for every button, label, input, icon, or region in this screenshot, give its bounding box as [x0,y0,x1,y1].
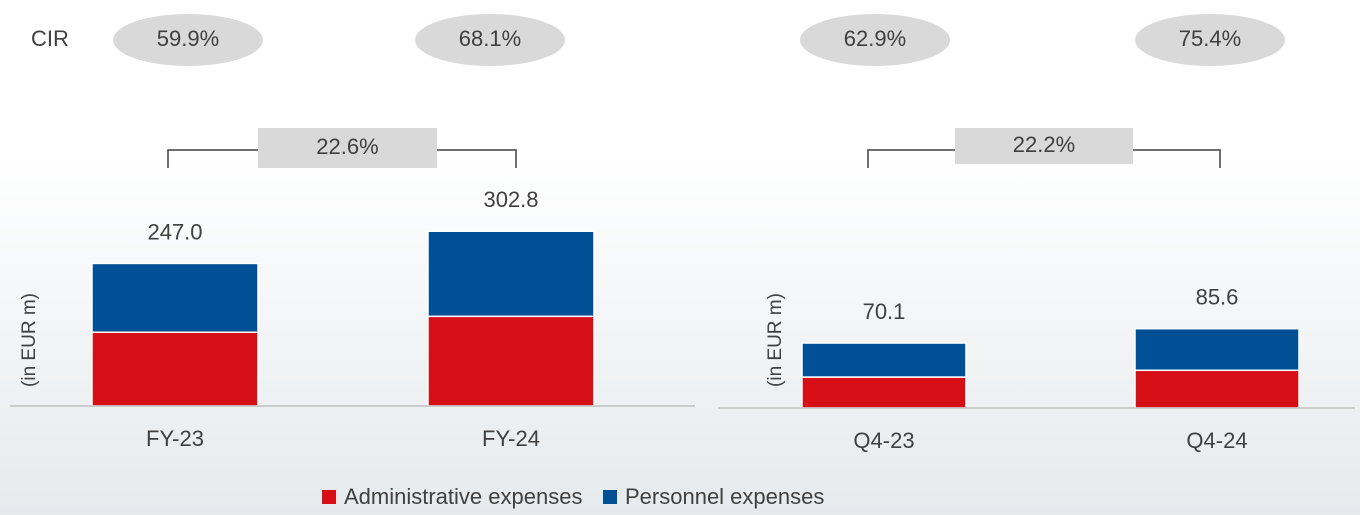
cir-bubble [113,14,263,66]
bar-segment [91,262,259,333]
growth-bracket [867,149,1221,168]
bar-segment [427,315,595,407]
total-label: 70.1 [863,299,906,324]
bar-segment [91,331,259,407]
y-axis-label: (in EUR m) [19,293,40,387]
cir-label: 59.9% [157,26,219,51]
cir-label: 62.9% [844,26,906,51]
bar-segment [801,376,967,409]
growth-label: 22.6% [316,134,378,159]
cir-label: 68.1% [459,26,521,51]
legend-label: Personnel expenses [625,484,824,509]
growth-box [258,128,437,168]
growth-label: 22.2% [1013,132,1075,157]
legend-label: Administrative expenses [344,484,582,509]
total-label: 302.8 [483,187,538,212]
cir-title: CIR [31,26,69,51]
cir-bubble [800,14,950,66]
x-tick-label: Q4-23 [853,428,914,453]
legend-swatch [603,490,617,504]
x-tick-label: Q4-24 [1186,428,1247,453]
bar-segment [1134,327,1300,372]
total-label: 85.6 [1196,284,1239,309]
bar-segment [1134,369,1300,409]
cir-bubble [415,14,565,66]
bar-segment [427,230,595,318]
growth-bracket [167,149,517,168]
bar-segment [801,342,967,378]
legend-swatch [322,490,336,504]
x-tick-label: FY-24 [482,426,540,451]
cir-bubble [1135,14,1285,66]
x-tick-label: FY-23 [146,426,204,451]
total-label: 247.0 [147,219,202,244]
growth-box [955,128,1133,164]
cir-label: 75.4% [1179,26,1241,51]
y-axis-label: (in EUR m) [765,293,786,387]
